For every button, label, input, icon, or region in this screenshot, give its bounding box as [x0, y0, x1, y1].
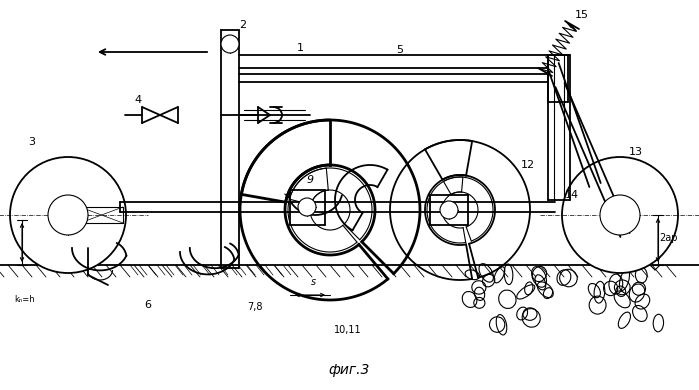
Text: kₙ=h: kₙ=h: [15, 296, 36, 305]
Text: 6: 6: [145, 300, 152, 310]
Text: 9: 9: [306, 175, 314, 185]
Circle shape: [608, 203, 632, 227]
Text: 5: 5: [396, 45, 403, 55]
Circle shape: [562, 157, 678, 273]
Circle shape: [298, 198, 316, 216]
Text: фиг.3: фиг.3: [329, 363, 370, 377]
Text: 10,11: 10,11: [334, 325, 362, 335]
Text: 2: 2: [240, 20, 247, 30]
Text: s: s: [310, 277, 315, 287]
Text: 15: 15: [575, 10, 589, 20]
Circle shape: [221, 35, 239, 53]
Text: 12: 12: [521, 160, 535, 170]
Circle shape: [10, 157, 126, 273]
Text: 7,8: 7,8: [247, 302, 263, 312]
Text: 2ар: 2ар: [658, 233, 677, 243]
Text: 1: 1: [296, 43, 303, 53]
Text: 4: 4: [134, 95, 142, 105]
Circle shape: [48, 195, 88, 235]
Circle shape: [600, 195, 640, 235]
Circle shape: [440, 201, 458, 219]
Text: 3: 3: [29, 137, 36, 147]
Text: 13: 13: [629, 147, 643, 157]
Text: 14: 14: [565, 190, 579, 200]
Circle shape: [56, 203, 80, 227]
